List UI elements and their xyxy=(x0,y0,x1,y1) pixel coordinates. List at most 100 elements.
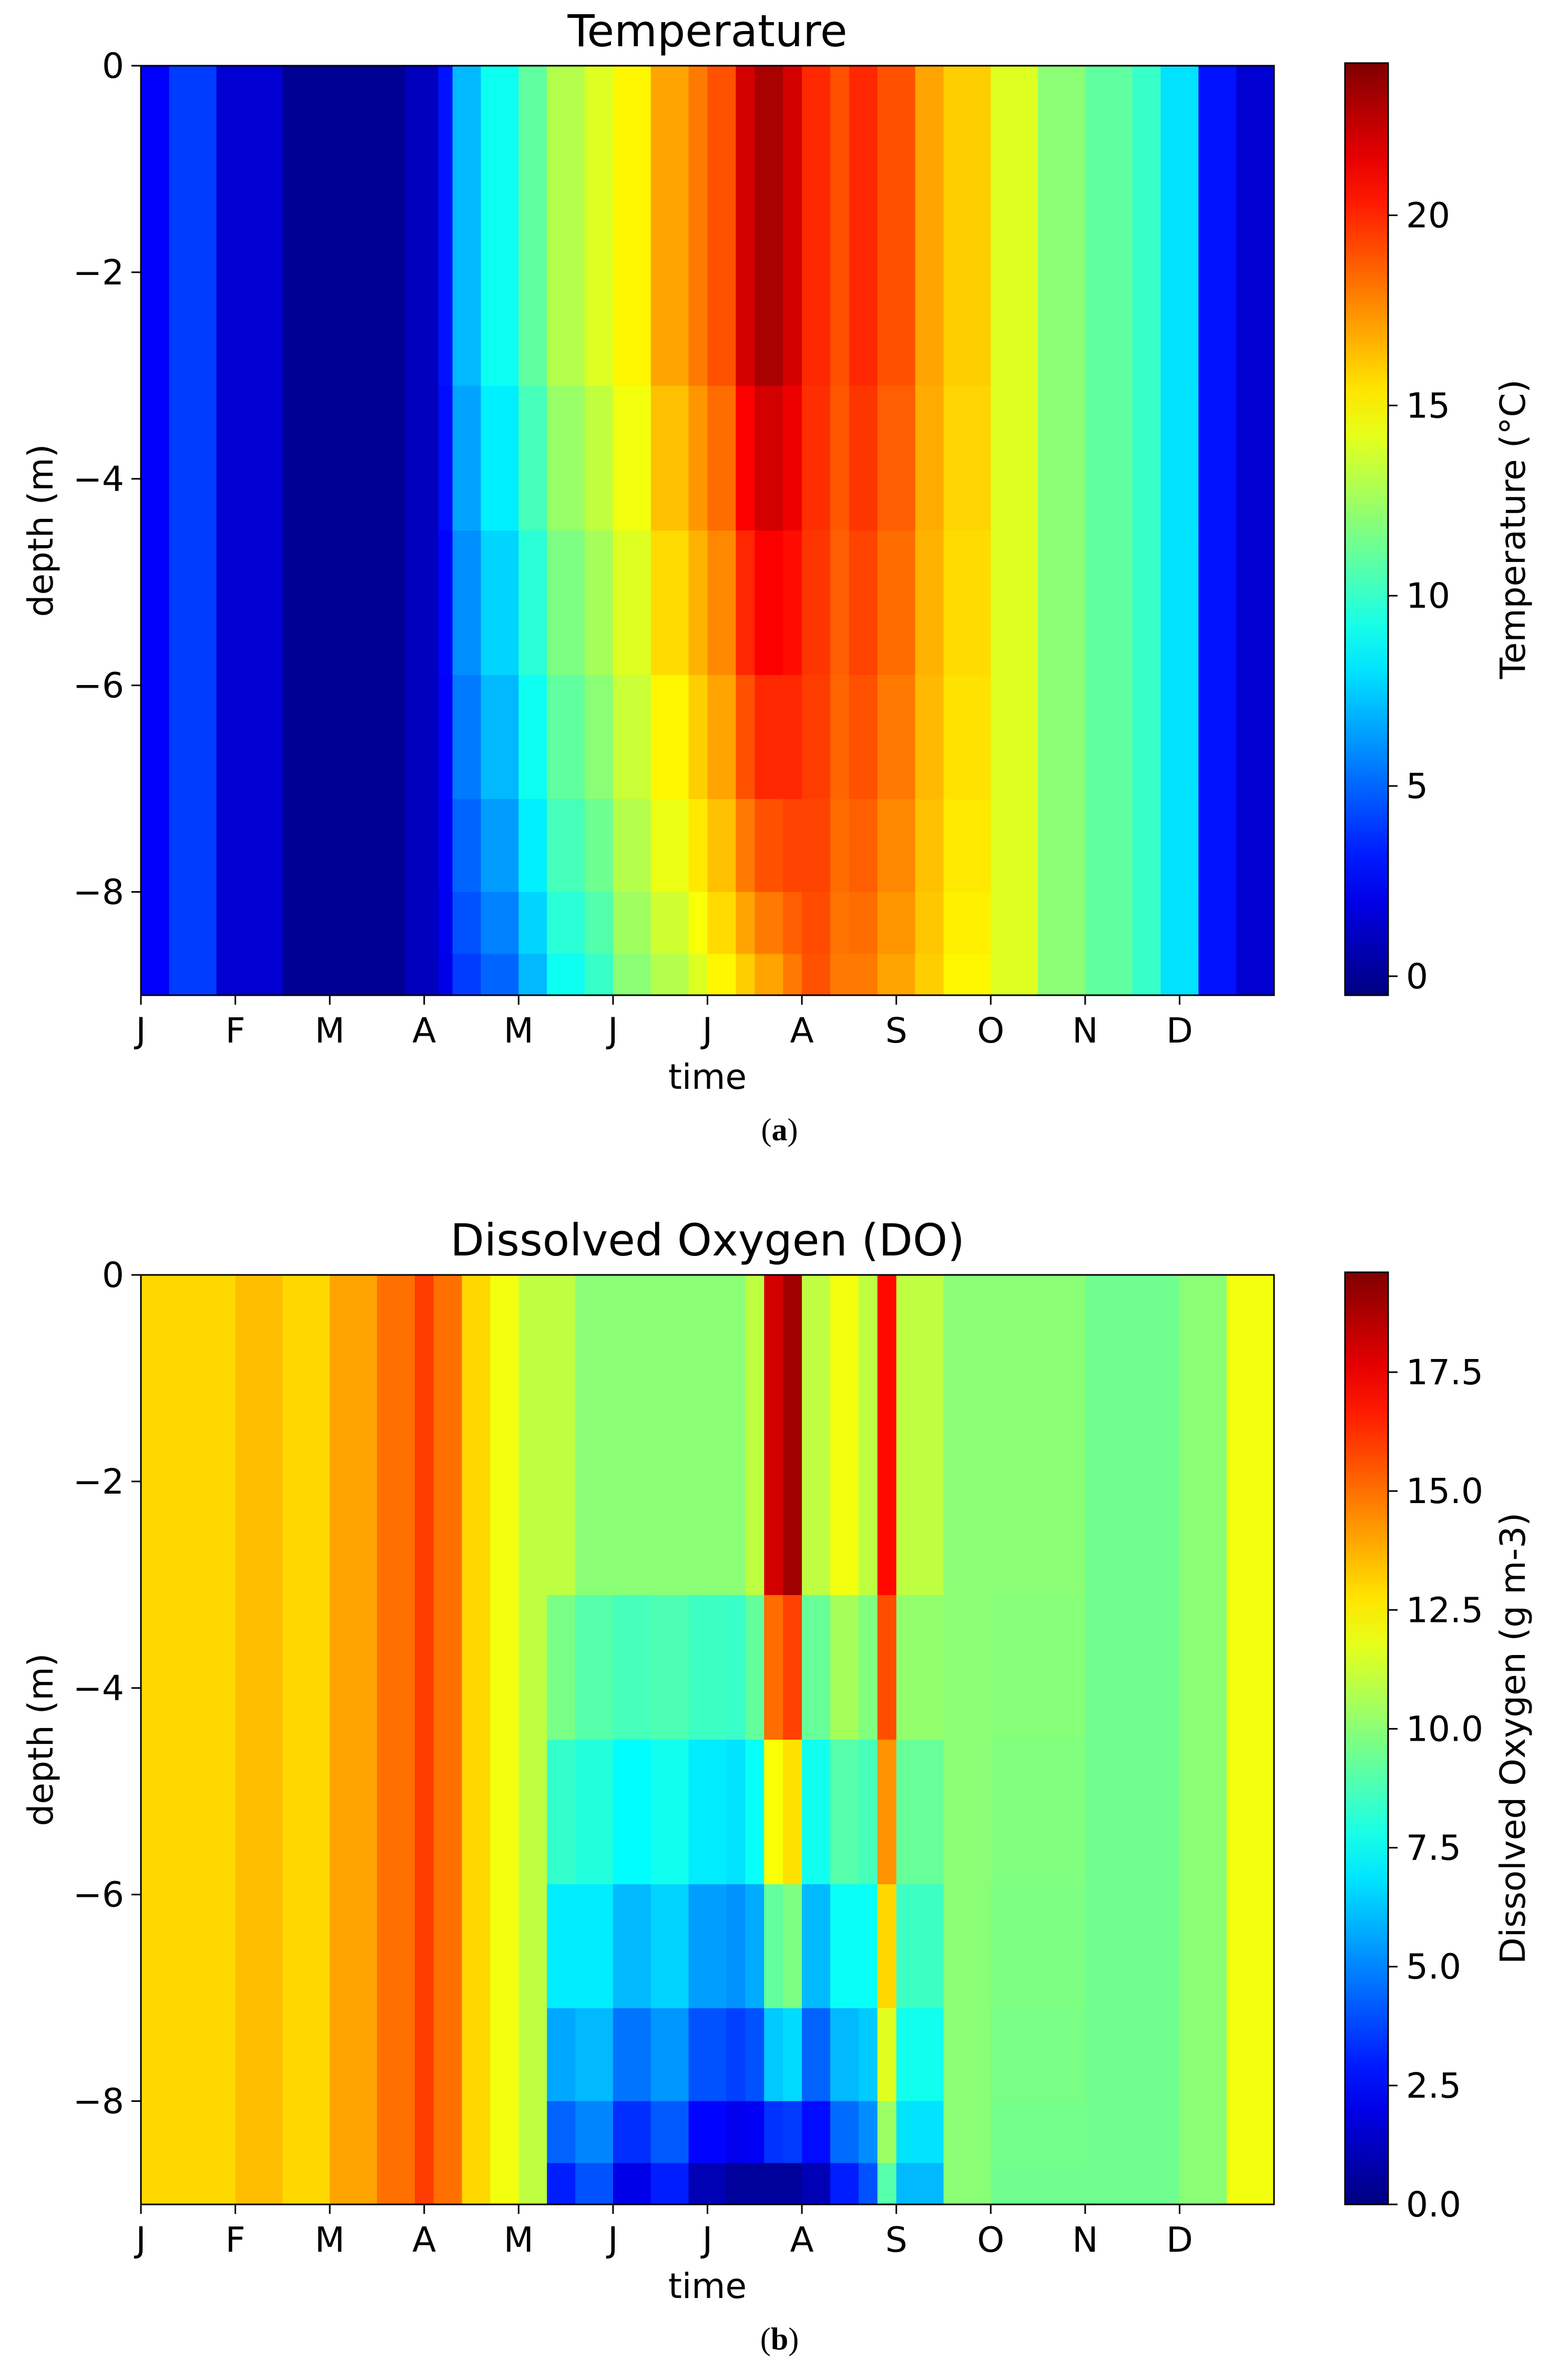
heatmap-cell xyxy=(282,1740,331,1885)
heatmap-cell xyxy=(518,385,548,531)
heatmap-cell xyxy=(481,530,519,676)
heatmap-cell xyxy=(896,1595,944,1740)
heatmap-cell xyxy=(1085,1595,1180,1740)
heatmap-cell xyxy=(1198,530,1237,676)
heatmap-cell xyxy=(755,799,784,893)
heatmap-cell xyxy=(943,66,992,386)
heatmap-cell xyxy=(1085,799,1133,893)
x-tick-label: D xyxy=(1166,2220,1193,2260)
heatmap-cell xyxy=(783,675,803,800)
heatmap-cell xyxy=(726,2163,746,2205)
heatmap-cell xyxy=(235,2008,283,2102)
heatmap-cell xyxy=(726,2101,746,2164)
heatmap-cell xyxy=(943,1740,992,1885)
heatmap-cell xyxy=(462,1884,491,2009)
heatmap-cell xyxy=(330,2163,378,2205)
heatmap-cell xyxy=(1085,675,1133,800)
heatmap-cell xyxy=(943,892,992,955)
heatmap-cell xyxy=(1160,530,1199,676)
heatmap-cell xyxy=(726,1884,746,2009)
heatmap-cell xyxy=(1085,66,1133,386)
heatmap-cell xyxy=(830,1595,859,1740)
heatmap-cell xyxy=(216,799,283,893)
heatmap-cell xyxy=(650,385,689,531)
heatmap-cell xyxy=(141,2101,189,2164)
heatmap-cell xyxy=(849,530,878,676)
heatmap-cell xyxy=(414,2101,434,2164)
heatmap-cell xyxy=(405,675,439,800)
x-tick-label: O xyxy=(977,2220,1004,2260)
heatmap-cell xyxy=(235,2163,283,2205)
heatmap-cell xyxy=(830,1275,859,1596)
heatmap-cell xyxy=(943,530,992,676)
heatmap-cell xyxy=(613,954,651,996)
heatmap-cell xyxy=(755,892,784,955)
heatmap-cell xyxy=(438,892,453,955)
heatmap-cell xyxy=(1038,675,1086,800)
heatmap-cell xyxy=(896,1884,944,2009)
heatmap-cell xyxy=(433,2101,463,2164)
heatmap-cell xyxy=(613,892,651,955)
heatmap-cell xyxy=(991,385,1039,531)
heatmap-cell xyxy=(830,1884,859,2009)
heatmap-cell xyxy=(452,892,482,955)
heatmap-cell xyxy=(802,2101,831,2164)
heatmap-cell xyxy=(282,2008,331,2102)
y-axis-label: depth (m) xyxy=(21,1653,61,1826)
heatmap-cell xyxy=(481,675,519,800)
heatmap-cell xyxy=(216,385,283,531)
heatmap-cell xyxy=(1236,66,1275,386)
heatmap-cell xyxy=(877,1275,897,1596)
heatmap-cell xyxy=(462,1275,491,1596)
x-tick-label: M xyxy=(315,1010,345,1051)
heatmap-cell xyxy=(915,799,944,893)
heatmap-cell xyxy=(688,66,708,386)
heatmap-cell xyxy=(282,66,378,386)
heatmap-cell xyxy=(547,2163,576,2205)
heatmap-cell xyxy=(830,675,850,800)
heatmap-cell xyxy=(405,66,439,386)
heatmap-cell xyxy=(991,66,1039,386)
heatmap-cell xyxy=(688,2101,727,2164)
heatmap-cell xyxy=(282,954,378,996)
heatmap-cell xyxy=(877,799,916,893)
heatmap-cell xyxy=(943,675,992,800)
x-tick-label: J xyxy=(134,1010,146,1051)
heatmap-cell xyxy=(783,2101,803,2164)
heatmap-cell xyxy=(518,799,548,893)
heatmap-cell xyxy=(438,530,453,676)
heatmap-cell xyxy=(235,2101,283,2164)
heatmap-cell xyxy=(783,2163,803,2205)
heatmap-cell xyxy=(896,1740,944,1885)
heatmap-cell xyxy=(802,530,831,676)
heatmap-cell xyxy=(405,385,439,531)
heatmap-cell xyxy=(462,2163,491,2205)
heatmap-cell xyxy=(547,2008,576,2102)
heatmap-cell xyxy=(915,66,944,386)
heatmap-cell xyxy=(858,1275,878,1596)
heatmap-cell xyxy=(1132,799,1161,893)
heatmap-cell xyxy=(376,66,406,386)
heatmap-cell xyxy=(282,2163,331,2205)
x-tick-label: D xyxy=(1166,1010,1193,1051)
heatmap-cell xyxy=(1160,799,1199,893)
heatmap-cell xyxy=(802,892,831,955)
heatmap-cell xyxy=(433,2163,463,2205)
heatmap-cell xyxy=(1236,892,1275,955)
colorbar-tick-label: 7.5 xyxy=(1406,1828,1461,1868)
heatmap-cell xyxy=(1179,1595,1228,1740)
heatmap-cell xyxy=(991,1595,1086,1740)
heatmap-cell xyxy=(745,1595,765,1740)
chart-title: Dissolved Oxygen (DO) xyxy=(450,1214,965,1266)
heatmap-cell xyxy=(858,1595,878,1740)
heatmap-cell xyxy=(405,954,439,996)
heatmap-cell xyxy=(707,530,737,676)
heatmap-cell xyxy=(943,954,992,996)
heatmap-cell xyxy=(188,2008,236,2102)
heatmap-cell xyxy=(745,2163,765,2205)
heatmap-cell xyxy=(707,892,737,955)
heatmap-cell xyxy=(755,675,784,800)
heatmap-cell xyxy=(688,1275,727,1596)
heatmap-cell xyxy=(414,2008,434,2102)
heatmap-cell xyxy=(1236,675,1275,800)
